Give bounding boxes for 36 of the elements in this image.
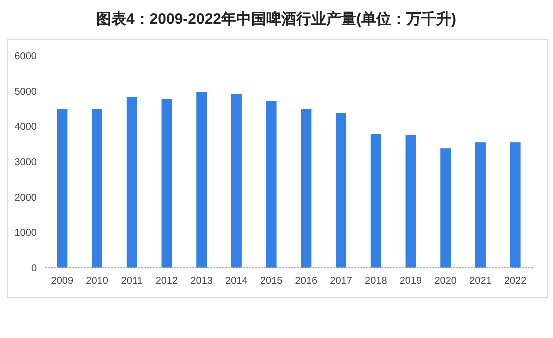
bar: [301, 109, 312, 268]
bar: [440, 148, 452, 268]
y-tick-label: 0: [31, 264, 38, 274]
bar: [162, 99, 172, 268]
x-tick-label: 2015: [260, 276, 284, 287]
x-tick-label: 2017: [330, 276, 353, 287]
bar: [231, 94, 242, 268]
x-tick-label: 2021: [470, 276, 492, 287]
x-tick-label: 2010: [86, 276, 109, 287]
x-tick-label: 2013: [190, 276, 214, 287]
chart-title: 图表4：2009-2022年中国啤酒行业产量(单位：万千升): [96, 11, 457, 28]
x-tick-label: 2012: [156, 276, 179, 287]
x-tick-label: 2020: [434, 276, 458, 287]
y-tick-label: 3000: [14, 158, 38, 168]
x-tick-label: 2016: [295, 276, 318, 287]
bar: [406, 136, 416, 268]
bar: [336, 113, 347, 268]
y-tick-label: 2000: [14, 192, 38, 204]
x-tick-label: 2014: [226, 276, 248, 287]
bar: [196, 92, 208, 268]
y-tick-label: 5000: [14, 86, 38, 98]
y-tick-label: 1000: [14, 228, 38, 240]
bar: [57, 109, 68, 268]
bar: [510, 142, 521, 268]
x-tick-label: 2011: [121, 276, 144, 287]
bar: [266, 101, 277, 268]
y-tick-label: 4000: [14, 122, 38, 134]
bar: [370, 134, 382, 268]
bar: [475, 142, 486, 268]
bar: [126, 97, 138, 268]
x-tick-label: 2009: [51, 276, 74, 287]
y-tick-label: 6000: [14, 52, 38, 62]
bar: [92, 109, 103, 268]
x-tick-label: 2022: [504, 276, 528, 287]
x-tick-label: 2019: [400, 276, 423, 287]
x-tick-label: 2018: [365, 276, 388, 287]
